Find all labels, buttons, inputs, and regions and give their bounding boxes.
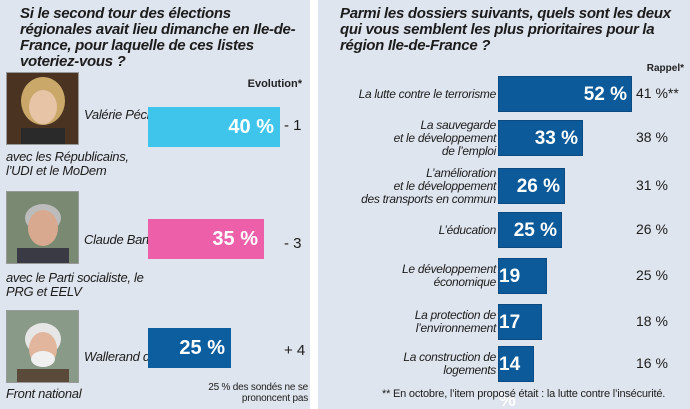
priority-bar: 19 % bbox=[498, 258, 547, 323]
priority-rappel: 26 % bbox=[636, 221, 668, 237]
priority-label: La lutte contre le terrorisme bbox=[358, 86, 497, 101]
candidate-value: 25 % bbox=[179, 337, 225, 359]
priority-rappel: 38 % bbox=[636, 129, 668, 145]
priority-label: L’amélioration et le développement des t… bbox=[361, 165, 496, 206]
candidate-value: 35 % bbox=[212, 228, 258, 250]
candidate-list: avec le Parti socialiste, le PRG et EELV bbox=[6, 270, 144, 299]
priority-value: 14 % bbox=[499, 354, 521, 409]
priority-rappel: 31 % bbox=[636, 177, 668, 193]
priority-value: 25 % bbox=[513, 220, 557, 241]
candidate-value: 40 % bbox=[228, 116, 274, 138]
candidate-bar: 40 % bbox=[148, 107, 280, 147]
priority-rappel: 18 % bbox=[636, 313, 668, 329]
candidate-list: avec les Républicains, l’UDI et le MoDem bbox=[6, 149, 129, 178]
priority-bar: 26 % bbox=[498, 168, 565, 204]
priority-value: 26 % bbox=[516, 176, 560, 197]
priority-bar: 33 % bbox=[498, 120, 583, 156]
priority-value: 33 % bbox=[534, 128, 578, 149]
priority-rappel: 25 % bbox=[636, 267, 668, 283]
priority-label: Le développement économique bbox=[402, 262, 496, 289]
candidate-evolution: + 4 bbox=[284, 342, 306, 359]
candidate-bar: 25 % bbox=[148, 328, 231, 368]
priority-bar: 14 % bbox=[498, 346, 534, 409]
priority-label: L’éducation bbox=[438, 222, 497, 237]
priority-label: La construction de logements bbox=[403, 350, 496, 377]
rappel-header: Rappel* bbox=[646, 63, 684, 74]
priority-rappel: 41 %** bbox=[636, 85, 679, 101]
right-question: Parmi les dossiers suivants, quels sont … bbox=[340, 5, 671, 54]
evolution-header: Evolution* bbox=[247, 78, 302, 90]
priority-label: La sauvegarde et le développement de l’e… bbox=[393, 117, 497, 158]
candidate-photo-pecresse bbox=[6, 72, 79, 145]
candidate-photo-bartolone bbox=[6, 191, 79, 264]
priority-rappel: 16 % bbox=[636, 355, 668, 371]
priority-bar: 17 % bbox=[498, 304, 542, 369]
candidate-photo-saint-just bbox=[6, 310, 79, 383]
voting-intention-panel: Si le second tour des élections régional… bbox=[0, 0, 310, 409]
right-footnote: ** En octobre, l’item proposé était : la… bbox=[382, 388, 666, 400]
priorities-panel: Parmi les dossiers suivants, quels sont … bbox=[318, 0, 690, 409]
candidate-evolution: - 3 bbox=[284, 235, 302, 252]
candidate-evolution: - 1 bbox=[284, 117, 302, 134]
priority-bar: 52 % bbox=[498, 76, 632, 112]
priority-value: 52 % bbox=[583, 84, 627, 105]
priority-bar: 25 % bbox=[498, 212, 562, 248]
candidate-bar: 35 % bbox=[148, 219, 264, 259]
priority-label: La protection de l’environnement bbox=[414, 308, 497, 335]
left-footnote: 25 % des sondés ne se prononcent pas bbox=[208, 382, 308, 404]
left-question: Si le second tour des élections régional… bbox=[20, 5, 296, 70]
candidate-list: Front national bbox=[6, 386, 82, 401]
